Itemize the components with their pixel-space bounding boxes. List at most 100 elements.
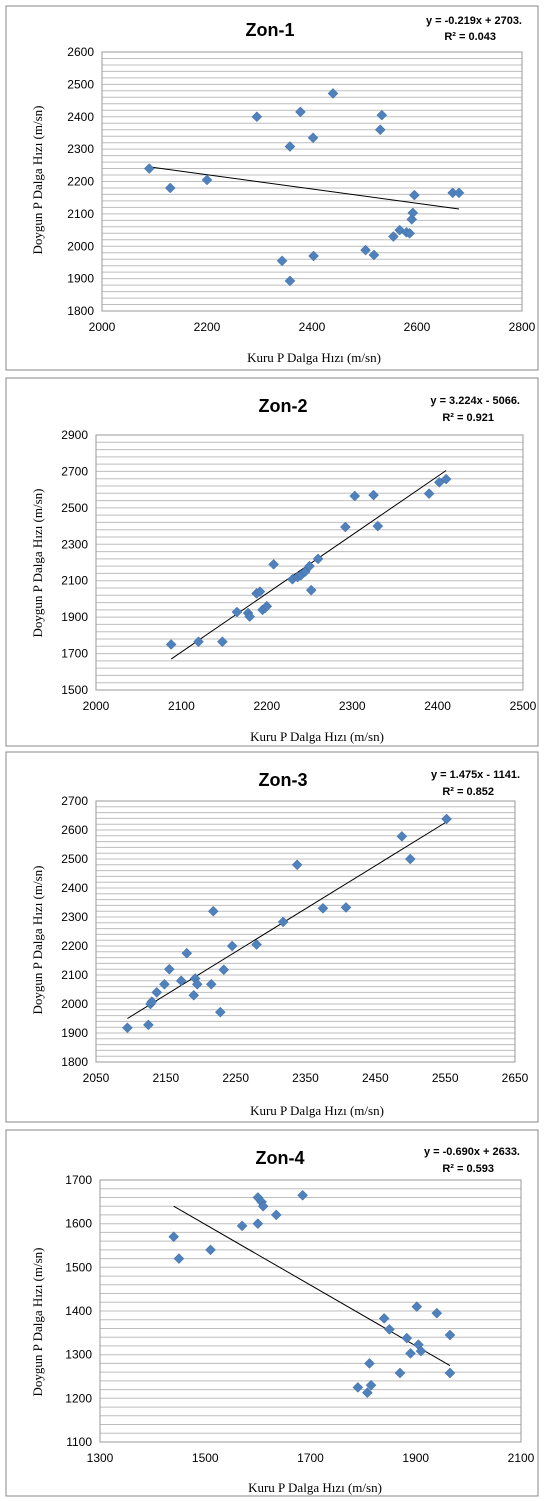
x-tick-label: 2450 (362, 1071, 389, 1085)
y-tick-label: 1400 (65, 1304, 92, 1318)
data-point (193, 636, 204, 648)
x-tick-label: 2400 (424, 699, 451, 713)
y-tick-label: 1800 (61, 1055, 88, 1069)
y-tick-label: 2300 (61, 910, 88, 924)
data-point (226, 940, 238, 952)
data-point (181, 947, 193, 959)
y-tick-label: 1500 (65, 1260, 92, 1274)
y-tick-label: 2500 (61, 852, 88, 866)
y-tick-label: 2700 (61, 464, 88, 478)
x-tick-label: 2200 (194, 320, 221, 334)
data-point (201, 174, 213, 186)
data-point (378, 1313, 390, 1324)
trend-r-squared: R² = 0.921 (442, 412, 494, 424)
data-point (384, 1323, 395, 1335)
x-tick-label: 1300 (87, 1451, 114, 1465)
data-point (175, 975, 187, 987)
y-tick-label: 2200 (67, 175, 94, 189)
y-axis-title: Doygun P Dalga Hızı (m/sn) (30, 1248, 45, 1397)
y-tick-labels: 1100 1200 1300 1400 1500 1600 1700 (65, 1173, 92, 1449)
data-point (214, 1006, 226, 1018)
x-tick-label: 2100 (508, 1451, 535, 1465)
y-tick-label: 1800 (67, 304, 94, 318)
data-point (236, 1220, 248, 1232)
y-tick-label: 2100 (67, 207, 94, 221)
y-tick-label: 2100 (61, 968, 88, 982)
data-point (404, 227, 416, 239)
data-point (231, 606, 243, 618)
x-tick-label: 1500 (192, 1451, 219, 1465)
trend-equation: y = 3.224x - 5066. (430, 395, 520, 407)
x-tick-label: 2050 (83, 1071, 110, 1085)
x-tick-label: 2400 (299, 320, 326, 334)
data-point (207, 905, 219, 917)
y-tick-label: 1600 (65, 1217, 92, 1231)
x-tick-labels: 2000 2100 2200 2300 2400 2500 (83, 699, 537, 713)
data-point (270, 1209, 282, 1221)
trend-line (127, 821, 447, 1019)
x-tick-label: 2800 (509, 320, 536, 334)
data-point (143, 1019, 154, 1031)
x-tick-label: 2350 (292, 1071, 319, 1085)
data-point (340, 902, 352, 913)
data-point (453, 187, 465, 199)
data-point (205, 978, 217, 990)
data-point (284, 275, 296, 287)
data-point (276, 255, 288, 267)
data-point (268, 558, 279, 570)
y-tick-label: 2400 (67, 110, 94, 124)
data-point (388, 231, 399, 242)
data-point (307, 132, 319, 144)
data-point (143, 163, 155, 174)
y-tick-label: 2500 (67, 77, 94, 91)
y-tick-label: 1100 (66, 1435, 92, 1449)
data-point (218, 964, 230, 976)
y-axis-title: Doygun P Dalga Hızı (m/sn) (30, 106, 45, 255)
plot-area-frame (95, 434, 524, 691)
data-point (308, 250, 319, 262)
panel-frame (5, 1129, 539, 1497)
data-point (188, 989, 200, 1001)
y-tick-label: 1700 (65, 1173, 92, 1187)
data-point (251, 939, 262, 950)
y-tick-label: 1900 (61, 610, 88, 624)
y-tick-label: 2400 (61, 881, 88, 895)
data-point (444, 1367, 456, 1379)
data-point (423, 488, 435, 500)
trend-r-squared: R² = 0.043 (444, 31, 496, 43)
data-points (165, 473, 452, 650)
data-point (440, 473, 452, 485)
data-point (444, 1329, 456, 1341)
data-point (401, 1332, 413, 1344)
y-tick-label: 2300 (61, 537, 88, 551)
y-tick-label: 1700 (61, 647, 88, 661)
data-point (394, 1367, 406, 1379)
plot-area-frame (99, 1179, 522, 1443)
data-point (251, 111, 263, 123)
x-tick-label: 2100 (168, 699, 195, 713)
data-point (244, 611, 256, 622)
y-tick-label: 1300 (65, 1348, 92, 1362)
data-point (312, 553, 324, 565)
plot-area-frame (95, 800, 516, 1063)
y-tick-label: 2000 (61, 997, 88, 1011)
y-tick-label: 2700 (61, 794, 88, 808)
data-point (405, 1348, 416, 1359)
data-point (163, 963, 175, 975)
trend-r-squared: R² = 0.852 (442, 786, 494, 798)
data-point (368, 249, 380, 261)
data-point (368, 489, 379, 501)
chart-title: Zon-1 (246, 20, 295, 40)
chart-title: Zon-3 (259, 770, 308, 790)
x-tick-labels: 1300 1500 1700 1900 2100 (87, 1451, 535, 1465)
data-point (372, 520, 384, 532)
chart-panel-zon-2: 1500 1700 1900 2100 2300 2500 2700 2900 2000 210… (5, 377, 539, 747)
y-axis-title: Doygun P Dalga Hızı (m/sn) (30, 489, 45, 638)
y-tick-label: 2000 (67, 239, 94, 253)
plot-area-frame (101, 51, 523, 312)
data-point (205, 1244, 216, 1256)
data-point (361, 1387, 373, 1399)
x-tick-labels: 2050 2150 2250 2350 2450 2550 2650 (83, 1071, 529, 1085)
data-point (305, 584, 317, 596)
